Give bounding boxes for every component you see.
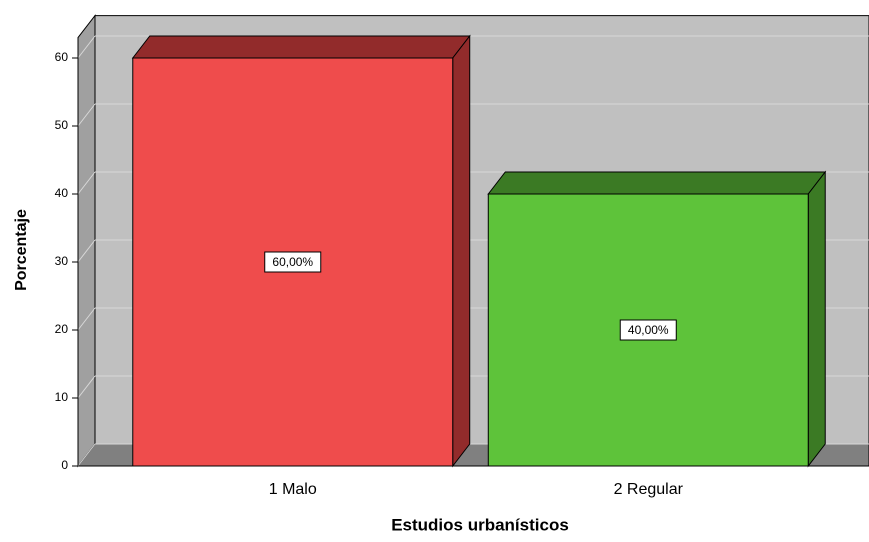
grid-line <box>77 35 96 59</box>
bar-side <box>807 170 826 468</box>
y-axis-label: Porcentaje <box>13 209 30 291</box>
y-tick-label: 50 <box>55 118 69 132</box>
y-tick-label: 0 <box>61 458 68 472</box>
value-label: 40,00% <box>628 323 669 337</box>
bar-top <box>131 35 471 59</box>
grid-line <box>77 307 96 331</box>
grid-line <box>77 443 96 467</box>
value-label: 60,00% <box>272 255 313 269</box>
grid-line <box>77 171 96 195</box>
value-label-box <box>619 319 677 341</box>
y-tick-label: 30 <box>55 254 69 268</box>
left-wall <box>77 14 96 468</box>
grid-line <box>77 103 96 127</box>
x-axis-label: Estudios urbanísticos <box>391 515 569 534</box>
bar-side <box>452 34 471 468</box>
grid-line <box>77 239 96 263</box>
y-tick-label: 20 <box>55 322 69 336</box>
y-tick-label: 10 <box>55 390 69 404</box>
y-tick-label: 40 <box>55 186 69 200</box>
x-tick-label: 2 Regular <box>614 481 684 498</box>
x-tick-label: 1 Malo <box>269 481 317 498</box>
grid-line <box>77 375 96 399</box>
y-tick-label: 60 <box>55 50 69 64</box>
bar-top <box>487 171 827 195</box>
value-label-box <box>264 251 322 273</box>
